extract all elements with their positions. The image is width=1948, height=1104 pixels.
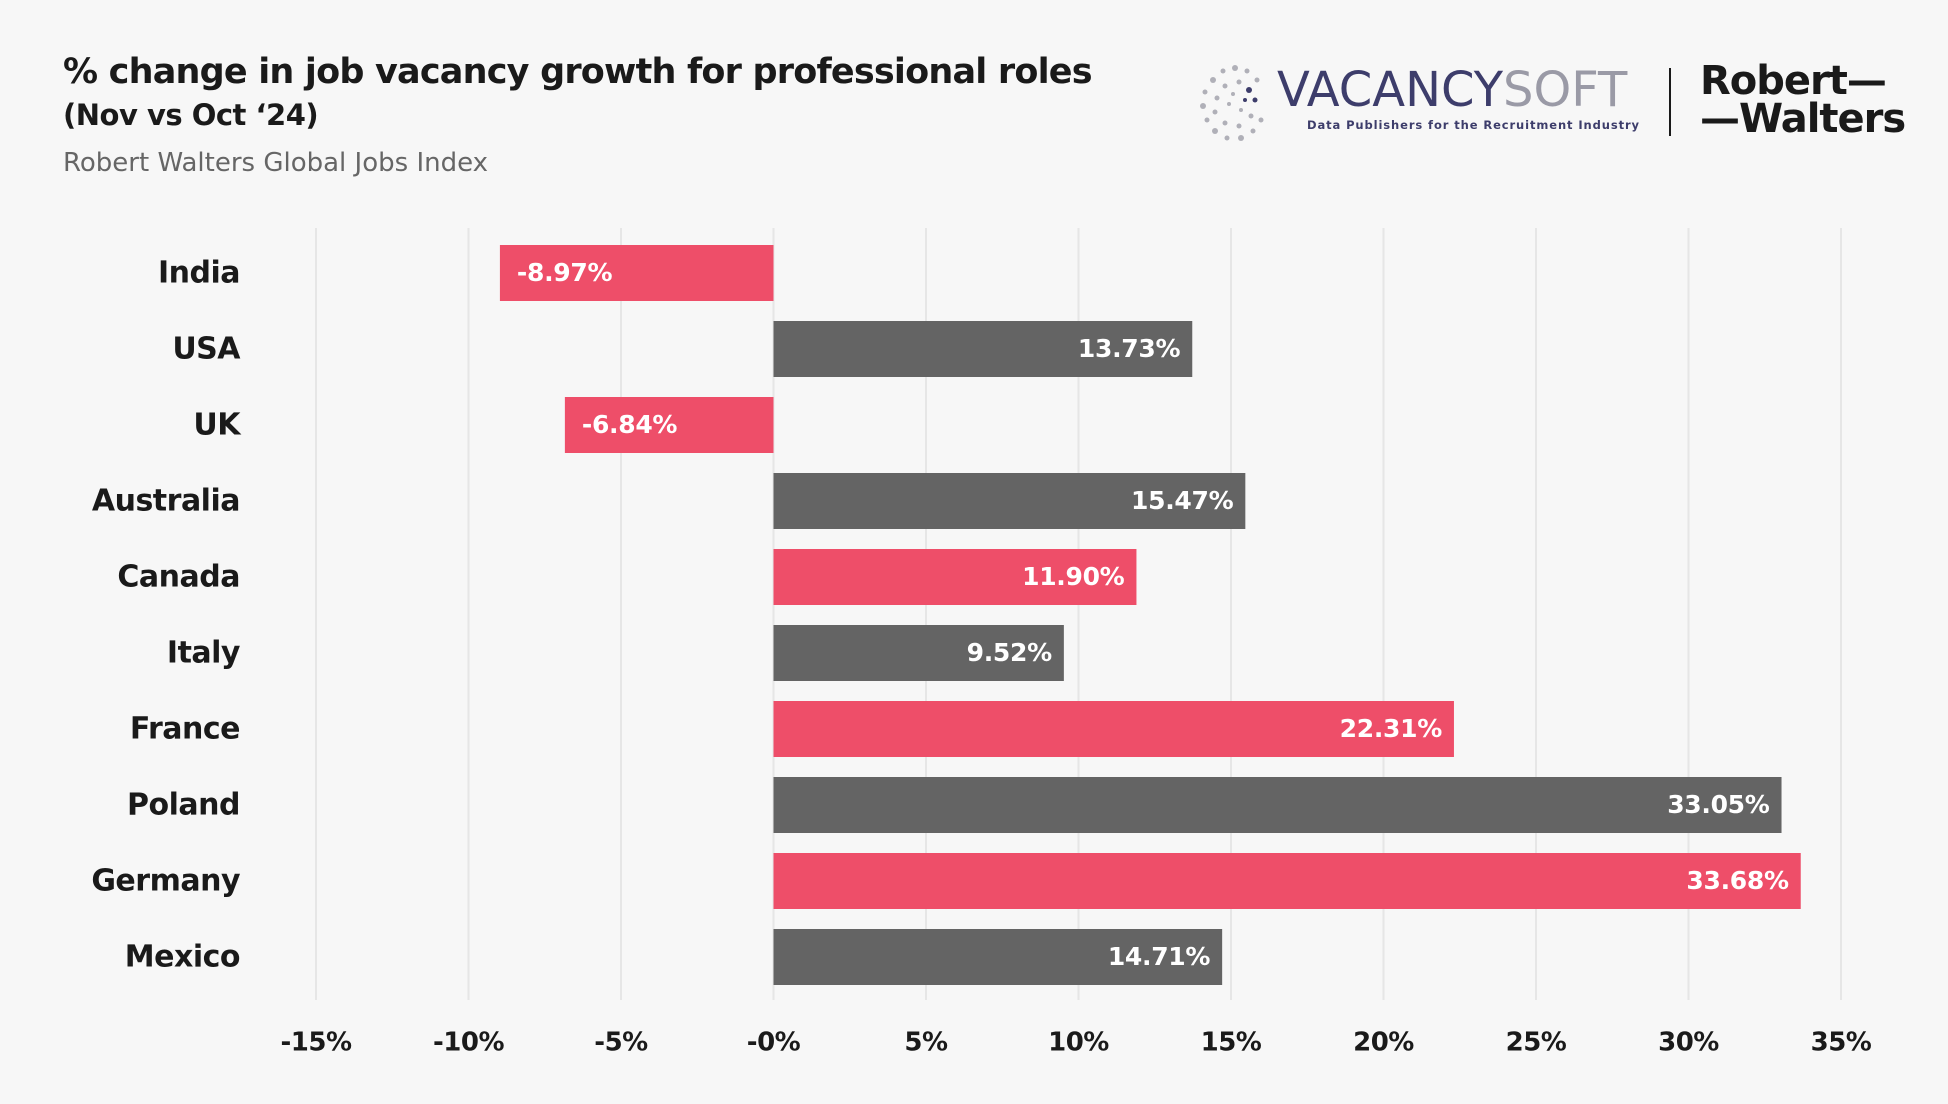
bar-mexico	[773, 929, 1223, 985]
x-tick-label: 10%	[1048, 1028, 1109, 1058]
data-label: 33.05%	[1667, 790, 1770, 819]
category-label: Mexico	[125, 940, 240, 975]
category-label: Canada	[117, 560, 240, 595]
bar-germany	[773, 853, 1801, 909]
data-label: -8.97%	[517, 258, 613, 287]
category-label: Germany	[91, 864, 241, 899]
data-label: -6.84%	[582, 410, 678, 439]
logo-divider	[1669, 68, 1671, 136]
data-label: 9.52%	[967, 638, 1052, 667]
x-tick-label: -10%	[433, 1028, 504, 1058]
x-tick-label: -15%	[280, 1028, 351, 1058]
vacancysoft-logo: VACANCYSOFT Data Publishers for the Recr…	[1195, 60, 1640, 145]
vacancysoft-tagline: Data Publishers for the Recruitment Indu…	[1307, 118, 1640, 132]
x-tick-label: -5%	[594, 1028, 648, 1058]
bar-poland	[773, 777, 1782, 833]
data-label: 15.47%	[1131, 486, 1234, 515]
bar-italy	[773, 625, 1064, 681]
x-axis-ticks: -15% -10% -5% -0% 5% 10% 15% 20% 25% 30% 35%	[280, 1028, 1872, 1058]
category-labels: India USA UK Australia Canada Italy France Pola…	[91, 256, 242, 975]
category-label: USA	[172, 332, 241, 367]
category-label: UK	[193, 408, 242, 443]
x-tick-label: 35%	[1811, 1028, 1872, 1058]
vacancysoft-name-part2: SOFT	[1503, 62, 1628, 118]
chart-source: Robert Walters Global Jobs Index	[63, 148, 489, 178]
bar-france	[773, 701, 1454, 757]
bar-australia	[773, 473, 1246, 529]
x-tick-label: 25%	[1506, 1028, 1567, 1058]
robert-walters-logo: Robert— —Walters	[1700, 58, 1906, 142]
category-label: India	[158, 256, 240, 291]
category-label: Italy	[167, 636, 241, 671]
category-label: France	[130, 712, 240, 747]
vacancysoft-name-part1: VACANCY	[1277, 62, 1504, 118]
vacancysoft-dots-icon	[1200, 65, 1264, 141]
data-label: 11.90%	[1022, 562, 1125, 591]
robert-walters-logo-line2: —Walters	[1700, 96, 1906, 142]
x-tick-label: 30%	[1658, 1028, 1719, 1058]
data-label: 33.68%	[1686, 866, 1789, 895]
vacancysoft-wordmark: VACANCYSOFT	[1277, 66, 1627, 114]
chart-subtitle: (Nov vs Oct ‘24)	[63, 98, 319, 132]
x-tick-label: 5%	[904, 1028, 948, 1058]
data-label: 13.73%	[1078, 334, 1181, 363]
bar-usa	[773, 321, 1193, 377]
category-label: Poland	[127, 788, 240, 823]
category-label: Australia	[92, 484, 240, 519]
bar-india	[499, 245, 774, 301]
data-label: 14.71%	[1108, 942, 1211, 971]
bar-canada	[773, 549, 1137, 605]
chart-title: % change in job vacancy growth for profe…	[63, 52, 1093, 92]
bar-uk	[564, 397, 774, 453]
x-tick-label: 15%	[1201, 1028, 1262, 1058]
bars: -8.97% 13.73% -6.84% 15.47% 11.90% 9.52% 22.31…	[499, 245, 1801, 985]
x-tick-label: 20%	[1353, 1028, 1414, 1058]
data-label: 22.31%	[1340, 714, 1443, 743]
robert-walters-logo-line1: Robert—	[1700, 58, 1887, 104]
x-tick-label: -0%	[747, 1028, 801, 1058]
